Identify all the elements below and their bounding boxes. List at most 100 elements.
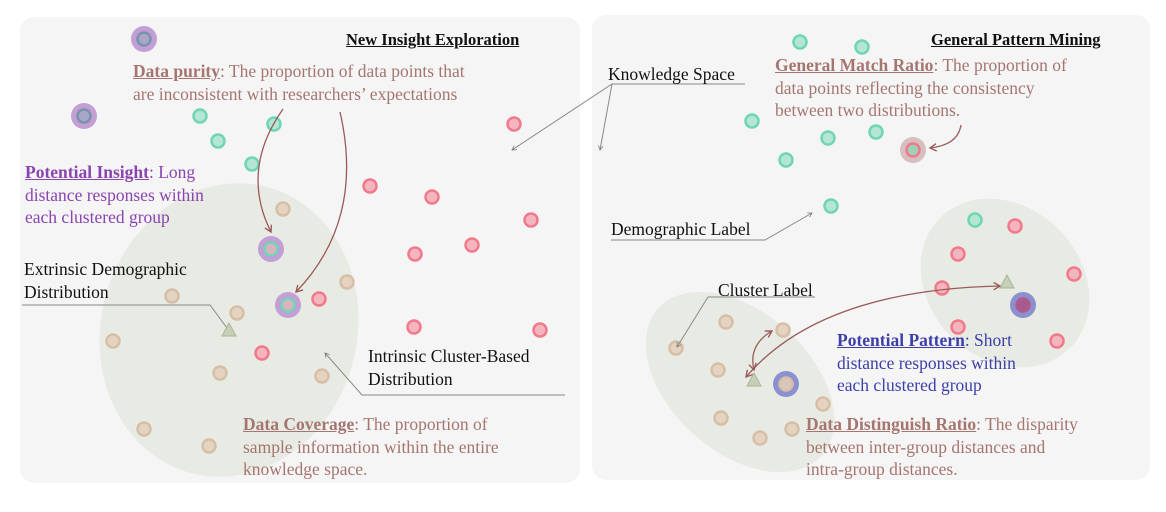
data-point-tan — [668, 340, 684, 356]
data-point-tan — [105, 333, 121, 349]
centroid-triangle-b — [999, 273, 1015, 289]
data-point-red — [1007, 218, 1023, 234]
general-match-line2: data points reflecting the consistency — [775, 77, 1035, 98]
data-point-green — [192, 108, 208, 124]
data-point-tan — [212, 365, 228, 381]
data-point-red — [950, 246, 966, 262]
intrinsic-line2: Distribution — [368, 368, 453, 389]
data-point-tan — [136, 421, 152, 437]
potential-insight-term: Potential Insight — [25, 162, 149, 182]
match-point — [905, 142, 921, 158]
potential-pattern-line3: each clustered group — [837, 375, 982, 395]
demographic-label: Demographic Label — [611, 219, 751, 239]
data-point-red — [407, 246, 423, 262]
data-point-tan — [314, 368, 330, 384]
data-point-green — [792, 34, 808, 50]
inter-distance-arrow — [745, 281, 1002, 379]
right-panel-title: General Pattern Mining — [931, 30, 1101, 49]
data-purity-line1: : The proportion of data points that — [220, 61, 465, 81]
outlier-point — [136, 31, 152, 47]
data-coverage-text: Data Coverage: The proportion of sample i… — [243, 413, 499, 481]
data-point-green — [854, 39, 870, 55]
data-distinguish-line2: between inter-group distances and — [806, 436, 1046, 457]
data-purity-text: Data purity: The proportion of data poin… — [133, 60, 465, 105]
data-point-red — [523, 212, 539, 228]
extrinsic-line2: Distribution — [24, 281, 109, 302]
data-distinguish-line3: intra-group distances. — [806, 459, 958, 479]
cluster-label: Cluster Label — [718, 280, 813, 300]
potential-insight-line1: : Long — [148, 162, 196, 182]
knowledge-space-label: Knowledge Space — [608, 64, 735, 84]
potential-pattern-line1: : Short — [964, 330, 1012, 350]
extrinsic-label: Extrinsic Demographic Distribution — [24, 258, 187, 303]
potential-pattern-line2: distance responses within — [837, 352, 1016, 373]
data-point-red — [1066, 266, 1082, 282]
data-coverage-line3: knowledge space. — [243, 459, 368, 479]
data-point-green — [778, 152, 794, 168]
data-coverage-line2: sample information within the entire — [243, 436, 499, 457]
extrinsic-line1: Extrinsic Demographic — [24, 259, 187, 279]
data-point-green — [868, 124, 884, 140]
data-point-tan — [718, 314, 734, 330]
outlier-point — [76, 108, 92, 124]
left-panel-title: New Insight Exploration — [346, 30, 520, 49]
data-point-red — [362, 178, 378, 194]
data-point-red — [506, 116, 522, 132]
pattern-point — [1015, 297, 1031, 313]
purity-arrow-2 — [295, 111, 348, 293]
data-distinguish-line1: : The disparity — [976, 414, 1078, 434]
data-point-tan — [815, 396, 831, 412]
data-point-tan — [775, 322, 791, 338]
data-point-tan — [164, 288, 180, 304]
knowledge-space-leader-2 — [598, 83, 613, 151]
extrinsic-leader — [22, 304, 228, 329]
intrinsic-line1: Intrinsic Cluster-Based — [368, 346, 530, 366]
data-point-tan — [339, 274, 355, 290]
data-point-green — [967, 212, 983, 228]
data-purity-line2: are inconsistent with researchers’ expec… — [133, 83, 458, 104]
data-point-red — [254, 345, 270, 361]
pattern-point — [778, 376, 794, 392]
data-point-red — [424, 189, 440, 205]
data-coverage-line1: : The proportion of — [354, 414, 488, 434]
data-point-red — [532, 322, 548, 338]
data-point-tan — [229, 305, 245, 321]
potential-insight-line3: each clustered group — [25, 207, 170, 227]
data-point-tan — [275, 201, 291, 217]
data-distinguish-term: Data Distinguish Ratio — [806, 414, 977, 434]
data-coverage-term: Data Coverage — [243, 414, 355, 434]
data-point-green — [744, 113, 760, 129]
potential-pattern-term: Potential Pattern — [837, 330, 965, 350]
demographic-label-leader — [611, 212, 813, 241]
data-distinguish-text: Data Distinguish Ratio: The disparity bet… — [806, 413, 1078, 481]
data-point-red — [464, 237, 480, 253]
potential-pattern-text: Potential Pattern: Short distance respons… — [837, 329, 1016, 397]
data-point-tan — [752, 430, 768, 446]
data-point-red — [311, 291, 327, 307]
data-point-tan — [201, 438, 217, 454]
centroid-triangle-left — [221, 321, 237, 337]
data-point-tan — [713, 410, 729, 426]
data-point-green — [244, 156, 260, 172]
data-point-red — [406, 319, 422, 335]
general-match-text: General Match Ratio: The proportion of da… — [775, 54, 1067, 122]
data-point-green — [210, 133, 226, 149]
insight-point — [280, 297, 296, 313]
centroid-triangle-a — [746, 371, 762, 387]
general-match-line1: : The proportion of — [933, 55, 1067, 75]
potential-insight-text: Potential Insight: Long distance response… — [25, 161, 204, 229]
data-point-red — [1049, 333, 1065, 349]
intrinsic-label: Intrinsic Cluster-Based Distribution — [368, 345, 530, 390]
match-arrow — [928, 124, 962, 152]
intrinsic-leader — [324, 352, 565, 396]
data-point-tan — [784, 421, 800, 437]
data-point-green — [823, 198, 839, 214]
general-match-line3: between two distributions. — [775, 100, 961, 120]
insight-point — [263, 241, 279, 257]
data-point-green — [820, 130, 836, 146]
general-match-term: General Match Ratio — [775, 55, 934, 75]
data-purity-term: Data purity — [133, 61, 221, 81]
potential-insight-line2: distance responses within — [25, 184, 204, 205]
data-point-red — [934, 280, 950, 296]
